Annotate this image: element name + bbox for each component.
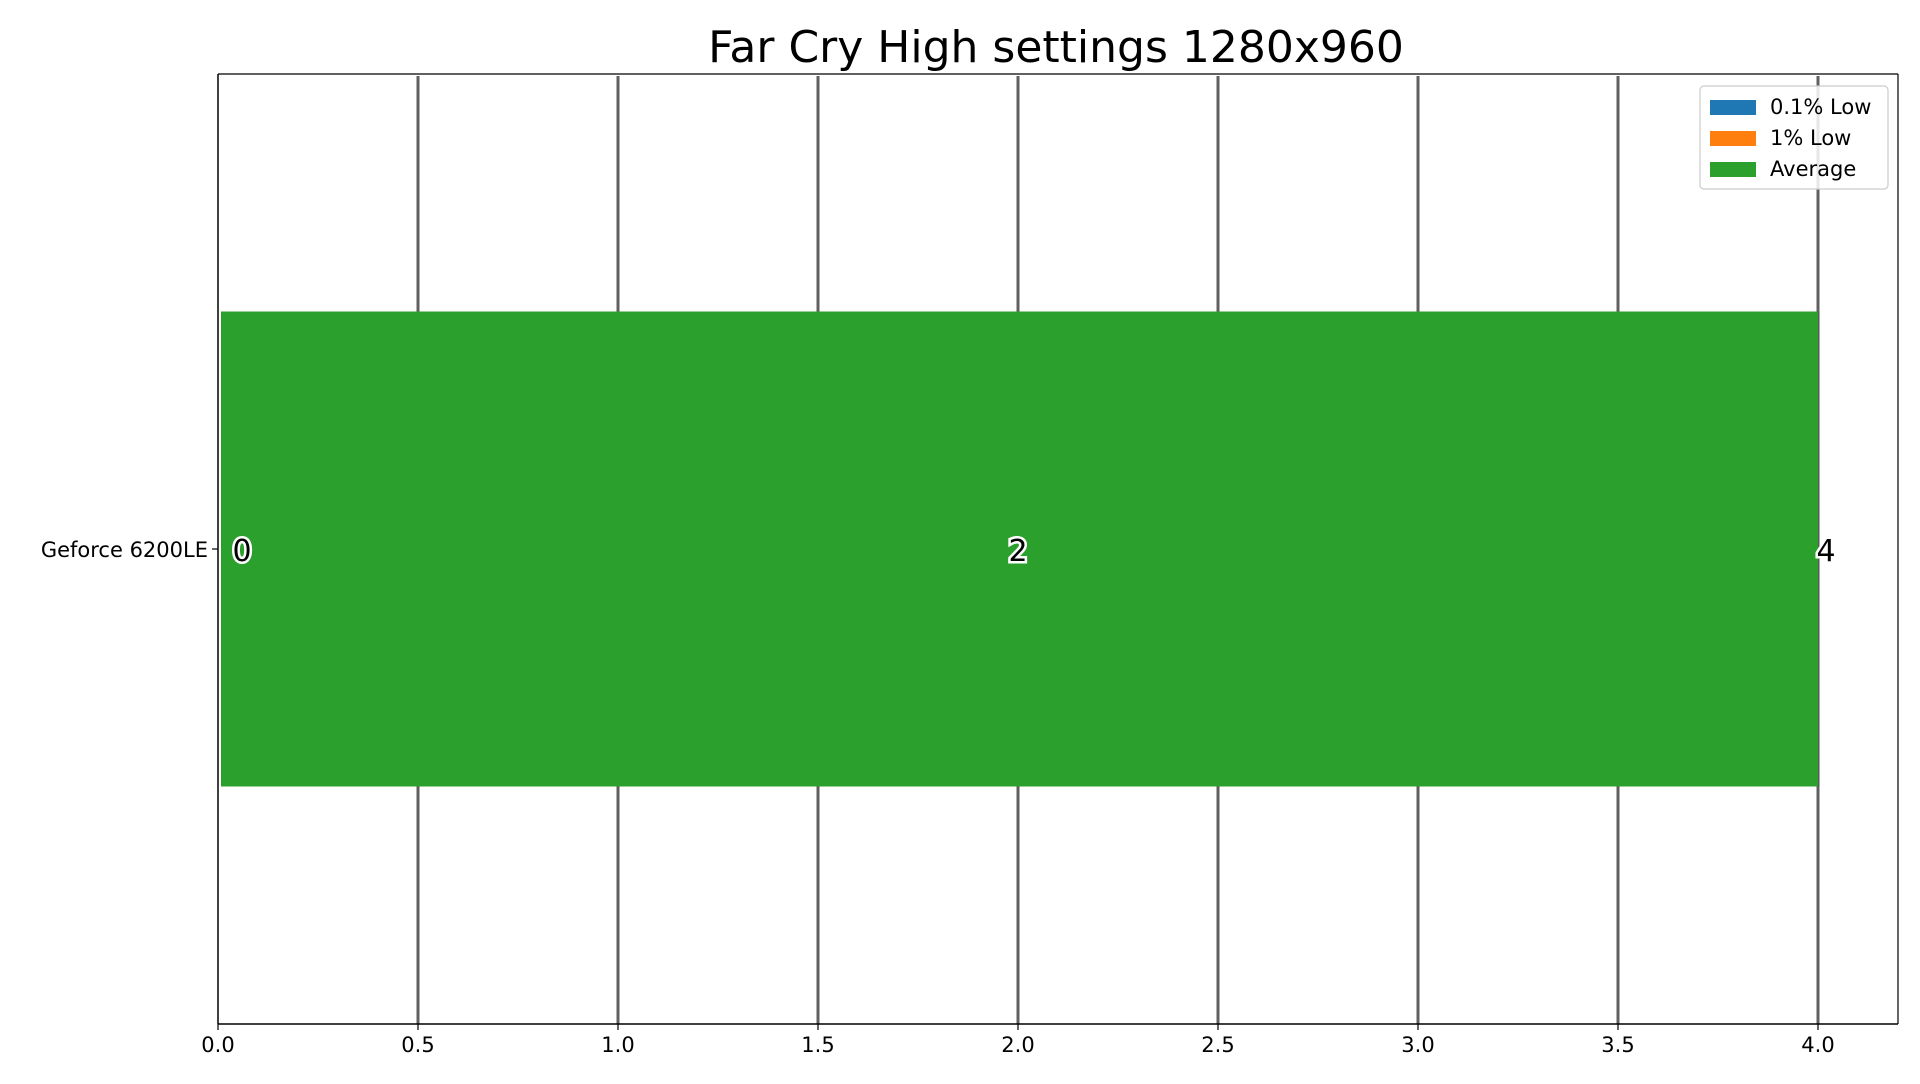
x-tick-label: 1.5 xyxy=(801,1033,834,1057)
legend-label: Average xyxy=(1770,157,1856,181)
x-tick-label: 1.0 xyxy=(601,1033,634,1057)
chart-title: Far Cry High settings 1280x960 xyxy=(708,22,1404,73)
data-label: 0 xyxy=(232,534,251,569)
x-tick-label: 2.0 xyxy=(1001,1033,1034,1057)
bars xyxy=(221,311,1818,787)
legend: 0.1% Low 1% Low Average xyxy=(1699,85,1889,190)
x-tick-label: 3.5 xyxy=(1601,1033,1634,1057)
x-tick-label: 3.0 xyxy=(1401,1033,1434,1057)
data-labels: 0 2 4 xyxy=(230,532,1838,572)
data-label: 2 xyxy=(1008,534,1027,569)
legend-swatch xyxy=(1710,100,1756,115)
x-tick-label: 0.5 xyxy=(401,1033,434,1057)
data-label: 4 xyxy=(1816,534,1835,569)
x-tick-label: 2.5 xyxy=(1201,1033,1234,1057)
x-tick-label: 0.0 xyxy=(201,1033,234,1057)
x-tick-label: 4.0 xyxy=(1801,1033,1834,1057)
legend-label: 0.1% Low xyxy=(1770,95,1871,119)
legend-swatch xyxy=(1710,131,1756,146)
y-tick-label: Geforce 6200LE xyxy=(41,538,208,562)
legend-label: 1% Low xyxy=(1770,126,1851,150)
legend-swatch xyxy=(1710,162,1756,177)
axes: Geforce 6200LE 0.0 0.5 1.0 1.5 2.0 2.5 3.0 3.5 4.… xyxy=(41,73,1899,1057)
bar-average xyxy=(221,311,1818,787)
